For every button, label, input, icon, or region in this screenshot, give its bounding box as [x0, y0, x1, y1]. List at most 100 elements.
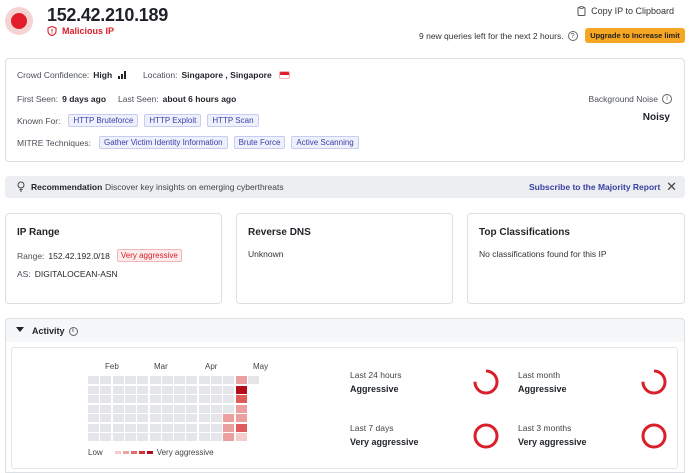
heatmap-cell[interactable] [112, 395, 124, 403]
heatmap-cell[interactable] [235, 433, 247, 441]
heatmap-cell[interactable] [100, 414, 112, 422]
heatmap-cell[interactable] [100, 423, 112, 432]
heatmap-cell[interactable] [186, 395, 198, 403]
heatmap-cell[interactable] [211, 385, 222, 394]
heatmap-cell[interactable] [112, 414, 124, 422]
heatmap-cell[interactable] [100, 376, 112, 384]
heatmap-cell[interactable] [149, 395, 161, 403]
heatmap-cell[interactable] [174, 395, 186, 403]
heatmap-cell[interactable] [198, 395, 210, 403]
heatmap-cell[interactable] [235, 376, 247, 384]
heatmap-cell[interactable] [211, 376, 222, 384]
heatmap-cell[interactable] [161, 414, 173, 422]
heatmap-cell[interactable] [186, 414, 198, 422]
heatmap-cell[interactable] [137, 414, 149, 422]
heatmap-cell[interactable] [88, 385, 99, 394]
heatmap-cell[interactable] [124, 395, 136, 403]
heatmap-cell[interactable] [149, 376, 161, 384]
heatmap-cell[interactable] [112, 385, 124, 394]
heatmap-cell[interactable] [137, 385, 149, 394]
heatmap-cell[interactable] [186, 404, 198, 413]
heatmap-cell[interactable] [211, 395, 222, 403]
help-icon[interactable]: ? [567, 31, 578, 41]
heatmap-cell[interactable] [100, 385, 112, 394]
heatmap-cell[interactable] [124, 385, 136, 394]
heatmap-cell[interactable] [149, 423, 161, 432]
tag-brute-force[interactable]: Brute Force [233, 136, 286, 149]
heatmap-cell[interactable] [112, 433, 124, 441]
heatmap-cell[interactable] [211, 433, 222, 441]
heatmap-cell[interactable] [112, 423, 124, 432]
info-icon[interactable]: i [68, 326, 78, 336]
heatmap-cell[interactable] [88, 404, 99, 413]
tag-http-bruteforce[interactable]: HTTP Bruteforce [68, 114, 139, 127]
heatmap-cell[interactable] [198, 414, 210, 422]
heatmap-cell[interactable] [124, 423, 136, 432]
heatmap-cell[interactable] [186, 433, 198, 441]
heatmap-cell[interactable] [100, 433, 112, 441]
heatmap-cell[interactable] [247, 376, 259, 384]
heatmap-cell[interactable] [211, 404, 222, 413]
heatmap-cell[interactable] [88, 414, 99, 422]
heatmap-cell[interactable] [223, 395, 235, 403]
heatmap-cell[interactable] [198, 423, 210, 432]
heatmap-cell[interactable] [211, 414, 222, 422]
heatmap-cell[interactable] [235, 385, 247, 394]
heatmap-cell[interactable] [112, 404, 124, 413]
heatmap-cell[interactable] [223, 414, 235, 422]
activity-header[interactable]: Activity i [5, 318, 685, 342]
subscribe-link[interactable]: Subscribe to the Majority Report [529, 182, 661, 192]
heatmap-cell[interactable] [124, 433, 136, 441]
heatmap-cell[interactable] [223, 376, 235, 384]
caret-down-icon[interactable] [16, 327, 24, 332]
heatmap-cell[interactable] [198, 385, 210, 394]
heatmap-cell[interactable] [149, 433, 161, 441]
heatmap-cell[interactable] [88, 423, 99, 432]
heatmap-cell[interactable] [198, 433, 210, 441]
heatmap-cell[interactable] [137, 376, 149, 384]
heatmap-cell[interactable] [88, 433, 99, 441]
heatmap-cell[interactable] [223, 385, 235, 394]
tag-active-scanning[interactable]: Active Scanning [291, 136, 359, 149]
heatmap-cell[interactable] [137, 433, 149, 441]
heatmap-cell[interactable] [174, 404, 186, 413]
heatmap-cell[interactable] [137, 395, 149, 403]
heatmap-cell[interactable] [186, 385, 198, 394]
heatmap-cell[interactable] [124, 414, 136, 422]
heatmap-cell[interactable] [223, 423, 235, 432]
heatmap-cell[interactable] [211, 423, 222, 432]
heatmap-cell[interactable] [161, 423, 173, 432]
heatmap-cell[interactable] [161, 433, 173, 441]
upgrade-button[interactable]: Upgrade to Increase limit [585, 28, 685, 43]
close-icon[interactable]: ✕ [666, 179, 677, 194]
heatmap-cell[interactable] [88, 376, 99, 384]
heatmap-cell[interactable] [137, 423, 149, 432]
heatmap-cell[interactable] [198, 404, 210, 413]
heatmap-cell[interactable] [174, 385, 186, 394]
heatmap-cell[interactable] [235, 395, 247, 403]
tag-http-exploit[interactable]: HTTP Exploit [144, 114, 202, 127]
heatmap-cell[interactable] [198, 376, 210, 384]
info-icon[interactable]: i [662, 94, 672, 104]
tag-http-scan[interactable]: HTTP Scan [207, 114, 259, 127]
tag-gather-victim-identity[interactable]: Gather Victim Identity Information [99, 136, 228, 149]
heatmap-cell[interactable] [112, 376, 124, 384]
heatmap-cell[interactable] [88, 395, 99, 403]
heatmap-cell[interactable] [186, 376, 198, 384]
heatmap-cell[interactable] [137, 404, 149, 413]
heatmap-cell[interactable] [149, 404, 161, 413]
heatmap-cell[interactable] [174, 414, 186, 422]
heatmap-cell[interactable] [223, 404, 235, 413]
heatmap-cell[interactable] [124, 376, 136, 384]
heatmap-cell[interactable] [235, 423, 247, 432]
heatmap-cell[interactable] [174, 376, 186, 384]
heatmap-cell[interactable] [174, 423, 186, 432]
heatmap-cell[interactable] [174, 433, 186, 441]
heatmap-cell[interactable] [235, 414, 247, 422]
heatmap-cell[interactable] [161, 395, 173, 403]
copy-ip-button[interactable]: Copy IP to Clipboard [577, 6, 674, 16]
heatmap-cell[interactable] [161, 376, 173, 384]
heatmap-cell[interactable] [235, 404, 247, 413]
heatmap-cell[interactable] [223, 433, 235, 441]
heatmap-cell[interactable] [149, 414, 161, 422]
